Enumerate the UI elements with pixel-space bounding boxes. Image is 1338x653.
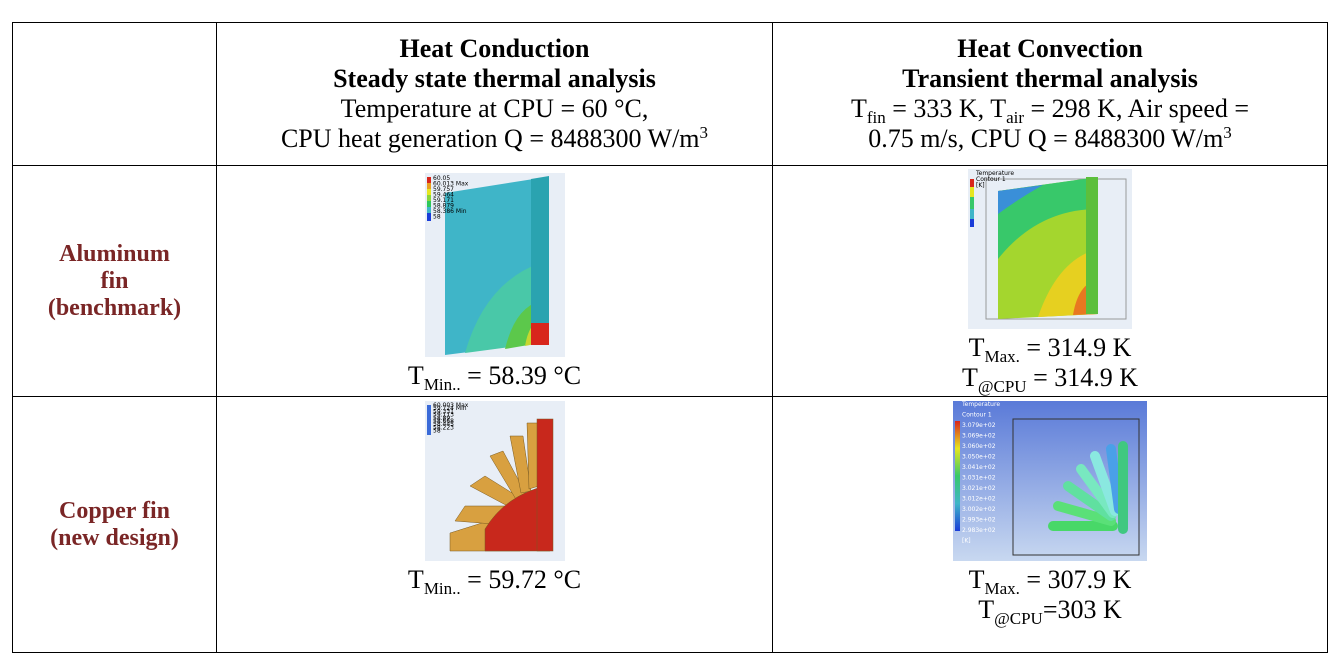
text: 0.75 m/s, CPU Q = 8488300 W/m — [868, 124, 1223, 153]
header-row: Heat Conduction Steady state thermal ana… — [13, 23, 1328, 166]
text: T — [408, 565, 424, 594]
legend-label: 2.983e+02 — [962, 527, 996, 534]
legend-label: 3.079e+02 — [962, 422, 996, 429]
text: = 314.9 K — [1033, 363, 1138, 392]
text: T — [408, 361, 424, 390]
empty-cell — [13, 23, 217, 166]
convection-header: Heat Convection Transient thermal analys… — [773, 23, 1328, 166]
text: = 314.9 K — [1026, 333, 1131, 362]
result: T@CPU = 314.9 K — [773, 363, 1327, 393]
legend-label: 58 — [433, 428, 441, 435]
text: T — [851, 94, 867, 123]
result: T@CPU=303 K — [773, 595, 1327, 625]
text: = 307.9 K — [1026, 565, 1131, 594]
text: T — [962, 363, 978, 392]
legend-label: 3.041e+02 — [962, 464, 996, 471]
row-label: Copper fin(new design) — [13, 397, 217, 653]
label: Copper fin — [13, 498, 216, 525]
text: = 59.72 °C — [467, 565, 581, 594]
legend-label: 3.002e+02 — [962, 506, 996, 513]
page: Heat Conduction Steady state thermal ana… — [0, 0, 1338, 652]
title: Heat Convection — [773, 34, 1327, 64]
text: T — [969, 333, 985, 362]
conduction-header: Heat Conduction Steady state thermal ana… — [217, 23, 773, 166]
label: (benchmark) — [13, 295, 216, 322]
legend-label: [K] — [962, 538, 971, 545]
condition: Temperature at CPU = 60 °C, — [217, 94, 772, 124]
legend-label: Temperature — [961, 401, 1000, 408]
sup: 3 — [1223, 123, 1232, 142]
sim-image: Temperature Contour 1 3.079e+02 3.069e+02 3.… — [953, 401, 1147, 561]
text: CPU heat generation Q = 8488300 W/m — [281, 124, 700, 153]
legend-label: 3.069e+02 — [962, 433, 996, 440]
legend-label: 3.050e+02 — [962, 454, 996, 461]
result: TMin.. = 59.72 °C — [217, 565, 772, 595]
sub: Min.. — [424, 579, 461, 598]
result: TMax. = 314.9 K — [773, 333, 1327, 363]
title: Heat Conduction — [217, 34, 772, 64]
label: fin — [13, 268, 216, 295]
sub: @CPU — [994, 609, 1043, 628]
sub: @CPU — [978, 377, 1027, 396]
text: = 333 K, T — [886, 94, 1006, 123]
legend-label: 3.031e+02 — [962, 475, 996, 482]
sub: Min.. — [424, 375, 461, 394]
text: =303 K — [1043, 595, 1122, 624]
legend-label: 3.060e+02 — [962, 443, 996, 450]
text: = 298 K, Air speed = — [1024, 94, 1249, 123]
subtitle: Transient thermal analysis — [773, 64, 1327, 94]
cell: Temperature Contour 1 3.079e+02 3.069e+02 3.… — [773, 397, 1328, 653]
text: = 58.39 °C — [467, 361, 581, 390]
label: Aluminum — [13, 241, 216, 268]
sup: 3 — [700, 123, 709, 142]
legend-label: [K] — [976, 182, 985, 189]
legend-label: 3.012e+02 — [962, 496, 996, 503]
results-table: Heat Conduction Steady state thermal ana… — [12, 22, 1328, 653]
result: TMax. = 307.9 K — [773, 565, 1327, 595]
legend-label: 3.021e+02 — [962, 485, 996, 492]
text: T — [969, 565, 985, 594]
text: T — [978, 595, 994, 624]
condition: CPU heat generation Q = 8488300 W/m3 — [217, 124, 772, 154]
legend-label: 58 — [433, 214, 441, 221]
legend-label: Contour 1 — [962, 412, 992, 419]
condition: Tfin = 333 K, Tair = 298 K, Air speed = — [773, 94, 1327, 124]
subtitle: Steady state thermal analysis — [217, 64, 772, 94]
result: TMin.. = 58.39 °C — [217, 361, 772, 391]
label: (new design) — [13, 525, 216, 552]
legend-label: 2.993e+02 — [962, 517, 996, 524]
condition: 0.75 m/s, CPU Q = 8488300 W/m3 — [773, 124, 1327, 154]
